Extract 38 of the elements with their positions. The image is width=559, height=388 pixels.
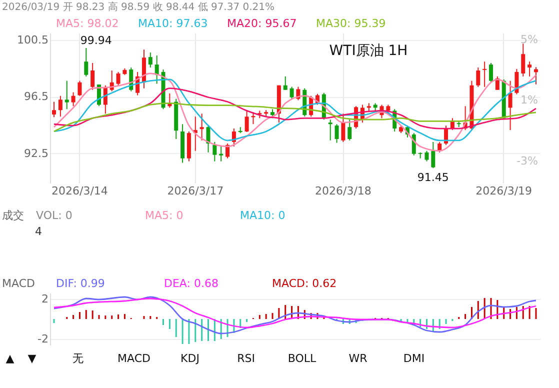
x-tick-label: 2026/3/17 bbox=[167, 184, 224, 198]
text: MA5: 98.02 bbox=[56, 17, 119, 30]
chart-title: MACD bbox=[2, 277, 35, 290]
text: KDJ bbox=[180, 352, 200, 365]
text: WTI原油 1H bbox=[329, 43, 408, 59]
y2-tick-label: -3% bbox=[516, 154, 538, 168]
text: 2026/03/19 开 98.23 高 98.59 收 98.44 低 97.37 0.21% bbox=[2, 1, 275, 13]
text: MA20: 95.67 bbox=[227, 17, 297, 30]
x-tick-label: 2026/3/19 bbox=[476, 184, 532, 198]
series-label: MACD: 0.62 bbox=[272, 277, 337, 290]
text: VOL: 0 bbox=[36, 209, 72, 222]
y-tick-label: 92.5 bbox=[24, 146, 48, 160]
y-tick-label: -2 bbox=[38, 332, 48, 346]
text: ▲ bbox=[6, 352, 15, 365]
text: 4 bbox=[35, 225, 42, 238]
text: MA5: 0 bbox=[145, 209, 184, 222]
series-label: DIF: 0.99 bbox=[56, 277, 105, 290]
text: BOLL bbox=[288, 352, 317, 365]
text: ▼ bbox=[28, 352, 37, 365]
y-tick-label: 96.5 bbox=[24, 90, 48, 104]
annotation: 91.45 bbox=[417, 171, 449, 184]
text: MA10: 0 bbox=[240, 209, 286, 222]
y-tick-label: 2 bbox=[42, 292, 48, 306]
text: RSI bbox=[237, 352, 255, 365]
text: MACD bbox=[118, 352, 150, 365]
text: DMI bbox=[403, 352, 425, 365]
text: 无 bbox=[72, 352, 84, 365]
annotation: 99.94 bbox=[80, 34, 112, 47]
text: WR bbox=[348, 352, 368, 365]
x-tick-label: 2026/3/14 bbox=[52, 184, 108, 198]
x-tick-label: 2026/3/18 bbox=[314, 184, 372, 198]
y2-tick-label: 1% bbox=[520, 94, 538, 107]
series-label: DEA: 0.68 bbox=[164, 277, 218, 290]
text: MA30: 95.39 bbox=[316, 17, 386, 30]
text: MA10: 97.63 bbox=[138, 17, 208, 30]
y2-tick-label: 5% bbox=[520, 33, 538, 46]
y-tick-label: 100.5 bbox=[17, 34, 48, 47]
text: 成交 bbox=[2, 209, 24, 222]
